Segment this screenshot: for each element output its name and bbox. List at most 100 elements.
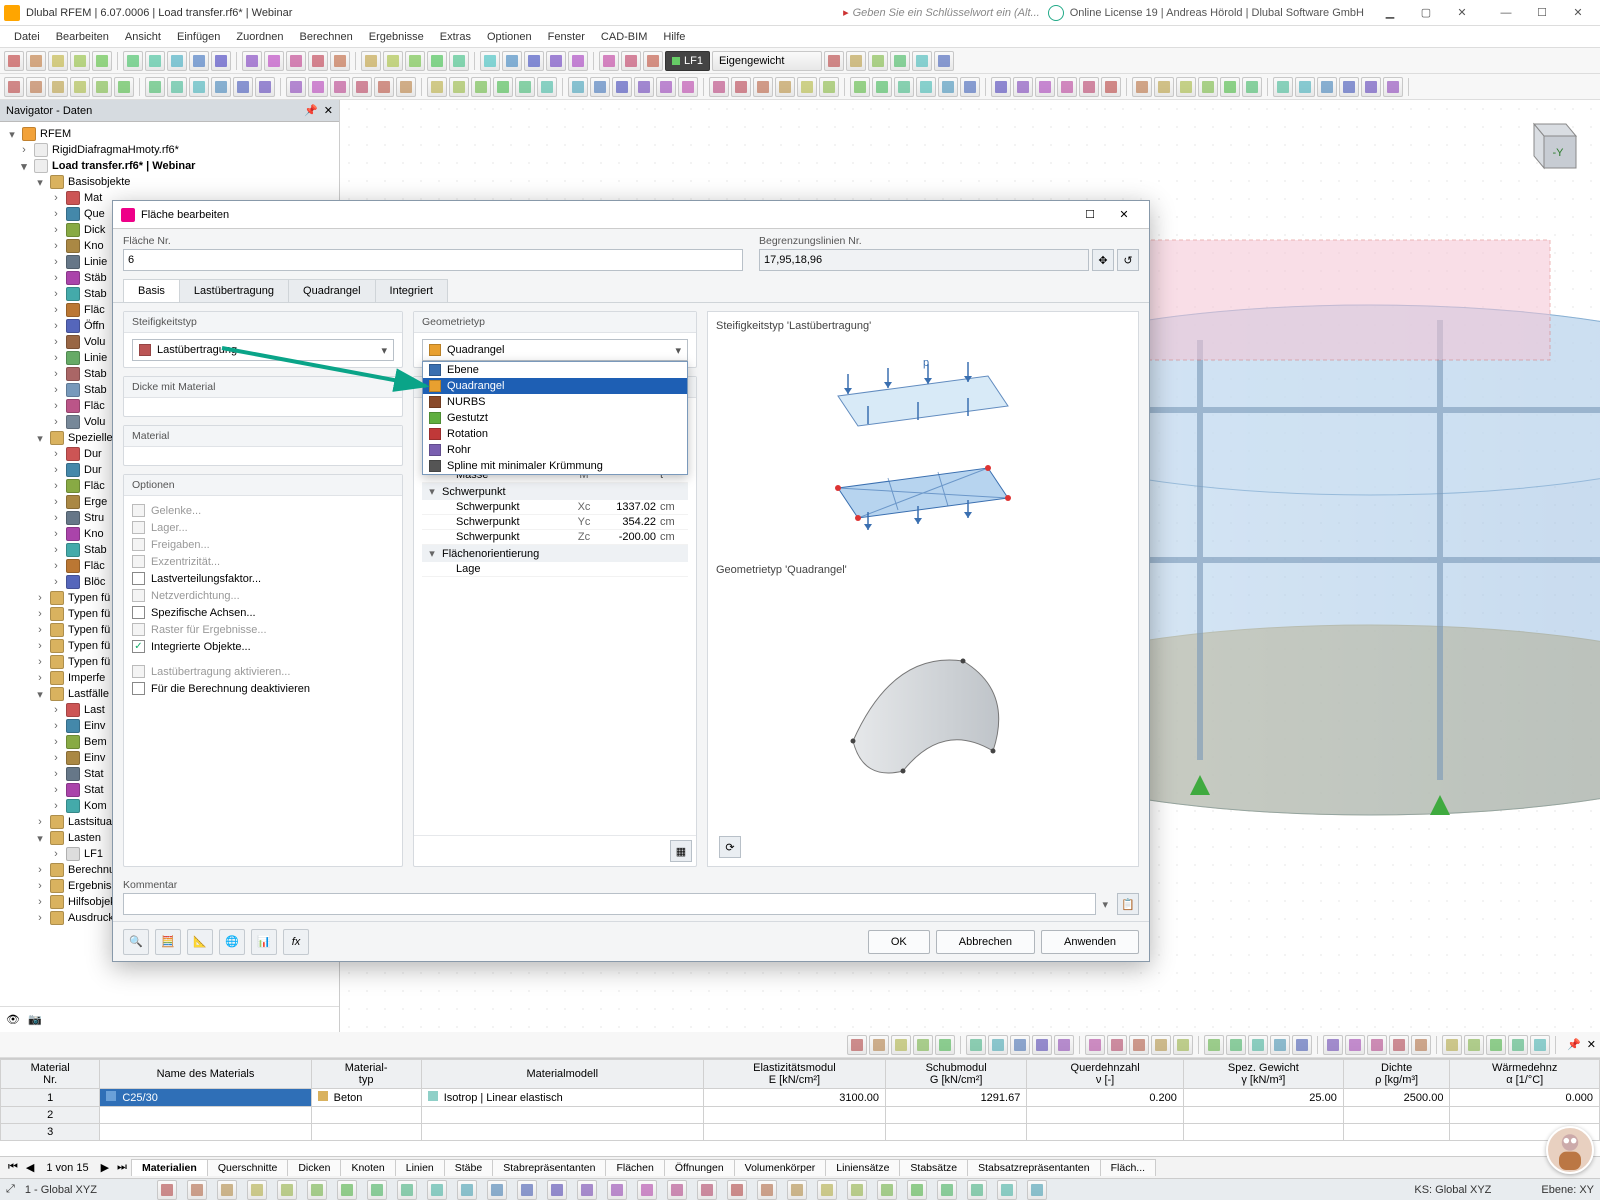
nav-pin-icon[interactable]: 📌 xyxy=(304,105,318,117)
toolbar1-btn-8[interactable] xyxy=(189,51,209,71)
toolbar2-btn-49[interactable] xyxy=(1154,77,1174,97)
window-extra-max-icon[interactable]: ▢ xyxy=(1408,1,1444,25)
nav-foot-icon1[interactable]: 👁 xyxy=(6,1013,20,1026)
toolbar2-btn-57[interactable] xyxy=(1339,77,1359,97)
status-btn-14[interactable] xyxy=(577,1180,597,1200)
window-minimize-icon[interactable]: — xyxy=(1488,1,1524,25)
toolbar3-btn-23[interactable] xyxy=(1389,1035,1409,1055)
mat-head-0[interactable]: MaterialNr. xyxy=(1,1060,100,1089)
toolbar2-btn-54[interactable] xyxy=(1273,77,1293,97)
toolbar1b-btn-2[interactable] xyxy=(868,51,888,71)
tab-lastuebertragung[interactable]: Lastübertragung xyxy=(179,279,289,302)
toolbar2-btn-52[interactable] xyxy=(1220,77,1240,97)
boundary-new-icon[interactable]: ↺ xyxy=(1117,249,1139,271)
toolbar2-btn-50[interactable] xyxy=(1176,77,1196,97)
toolbar1-btn-27[interactable] xyxy=(643,51,663,71)
toolbar3-btn-3[interactable] xyxy=(913,1035,933,1055)
status-btn-27[interactable] xyxy=(967,1180,987,1200)
table-tab-8[interactable]: Öffnungen xyxy=(664,1159,735,1176)
toolbar2-btn-11[interactable] xyxy=(255,77,275,97)
cancel-button[interactable]: Abbrechen xyxy=(936,930,1035,954)
toolbar1-btn-18[interactable] xyxy=(427,51,447,71)
status-btn-15[interactable] xyxy=(607,1180,627,1200)
tree-root[interactable]: ▾RFEM xyxy=(2,126,337,142)
toolbar2-btn-24[interactable] xyxy=(568,77,588,97)
toolbar1-btn-20[interactable] xyxy=(480,51,500,71)
toolbar2-btn-26[interactable] xyxy=(612,77,632,97)
toolbar2-btn-18[interactable] xyxy=(427,77,447,97)
toolbar3-btn-1[interactable] xyxy=(869,1035,889,1055)
window-close-icon[interactable]: ✕ xyxy=(1560,1,1596,25)
toolbar3-btn-16[interactable] xyxy=(1226,1035,1246,1055)
toolbar2-btn-34[interactable] xyxy=(797,77,817,97)
toolbar2-btn-30[interactable] xyxy=(709,77,729,97)
boundary-pick-icon[interactable]: ✥ xyxy=(1092,249,1114,271)
toolbar2-btn-33[interactable] xyxy=(775,77,795,97)
mat-head-1[interactable]: Name des Materials xyxy=(100,1060,311,1089)
geometry-option-3[interactable]: Gestutzt xyxy=(423,410,687,426)
status-btn-5[interactable] xyxy=(307,1180,327,1200)
info-group-1[interactable]: ▾Schwerpunkt xyxy=(422,483,688,500)
comment-pick-icon[interactable]: 📋 xyxy=(1117,893,1139,915)
toolbar1-btn-12[interactable] xyxy=(286,51,306,71)
toolbar3-btn-18[interactable] xyxy=(1270,1035,1290,1055)
toolbar2-btn-20[interactable] xyxy=(471,77,491,97)
geometry-option-5[interactable]: Rohr xyxy=(423,442,687,458)
tab-next-icon[interactable]: ▶ xyxy=(97,1161,113,1174)
toolbar1-btn-0[interactable] xyxy=(4,51,24,71)
toolbar2-btn-37[interactable] xyxy=(872,77,892,97)
toolbar3-btn-0[interactable] xyxy=(847,1035,867,1055)
orientation-cube[interactable]: -Y xyxy=(1518,112,1582,176)
menu-hilfe[interactable]: Hilfe xyxy=(655,29,693,45)
toolbar2-btn-41[interactable] xyxy=(960,77,980,97)
footer-tool-4[interactable]: 🌐 xyxy=(219,929,245,955)
toolbar1-btn-13[interactable] xyxy=(308,51,328,71)
keyword-input-placeholder[interactable]: Geben Sie ein Schlüsselwort ein (Alt... xyxy=(853,7,1040,19)
status-btn-18[interactable] xyxy=(697,1180,717,1200)
toolbar3-btn-26[interactable] xyxy=(1464,1035,1484,1055)
status-btn-8[interactable] xyxy=(397,1180,417,1200)
menu-ansicht[interactable]: Ansicht xyxy=(117,29,169,45)
table-tab-4[interactable]: Linien xyxy=(395,1159,445,1176)
menu-extras[interactable]: Extras xyxy=(432,29,479,45)
status-btn-6[interactable] xyxy=(337,1180,357,1200)
toolbar1-btn-9[interactable] xyxy=(211,51,231,71)
status-btn-10[interactable] xyxy=(457,1180,477,1200)
status-btn-13[interactable] xyxy=(547,1180,567,1200)
toolbar3-btn-27[interactable] xyxy=(1486,1035,1506,1055)
toolbar1-btn-3[interactable] xyxy=(70,51,90,71)
toolbar2-btn-25[interactable] xyxy=(590,77,610,97)
panel-pin-icon[interactable]: 📌 xyxy=(1567,1038,1581,1051)
tb-lf-name[interactable]: Eigengewicht xyxy=(712,51,822,71)
info-group-2[interactable]: ▾Flächenorientierung xyxy=(422,545,688,562)
help-avatar[interactable] xyxy=(1546,1126,1594,1174)
toolbar1-btn-24[interactable] xyxy=(568,51,588,71)
nav-close-icon[interactable]: ✕ xyxy=(324,105,333,117)
toolbar2-btn-32[interactable] xyxy=(753,77,773,97)
window-extra-close-icon[interactable]: ✕ xyxy=(1444,1,1480,25)
info-expand-icon[interactable]: ▦ xyxy=(670,840,692,862)
toolbar1b-btn-4[interactable] xyxy=(912,51,932,71)
toolbar1-btn-23[interactable] xyxy=(546,51,566,71)
status-btn-0[interactable] xyxy=(157,1180,177,1200)
toolbar2-btn-42[interactable] xyxy=(991,77,1011,97)
tree-model-0[interactable]: ›RigidDiafragmaHmoty.rf6* xyxy=(2,142,337,158)
toolbar1-btn-10[interactable] xyxy=(242,51,262,71)
footer-tool-5[interactable]: 📊 xyxy=(251,929,277,955)
table-tab-13[interactable]: Fläch... xyxy=(1100,1159,1156,1176)
toolbar1b-btn-3[interactable] xyxy=(890,51,910,71)
toolbar2-btn-51[interactable] xyxy=(1198,77,1218,97)
mat-head-3[interactable]: Materialmodell xyxy=(421,1060,703,1089)
status-btn-23[interactable] xyxy=(847,1180,867,1200)
toolbar2-btn-36[interactable] xyxy=(850,77,870,97)
toolbar1-btn-14[interactable] xyxy=(330,51,350,71)
toolbar2-btn-0[interactable] xyxy=(4,77,24,97)
toolbar3-btn-8[interactable] xyxy=(1032,1035,1052,1055)
surface-no-input[interactable]: 6 xyxy=(123,249,743,271)
toolbar3-btn-10[interactable] xyxy=(1085,1035,1105,1055)
table-tab-7[interactable]: Flächen xyxy=(605,1159,664,1176)
table-tab-9[interactable]: Volumenkörper xyxy=(734,1159,827,1176)
mat-row-2[interactable]: 3 xyxy=(1,1124,1600,1141)
toolbar1-btn-19[interactable] xyxy=(449,51,469,71)
toolbar3-btn-2[interactable] xyxy=(891,1035,911,1055)
